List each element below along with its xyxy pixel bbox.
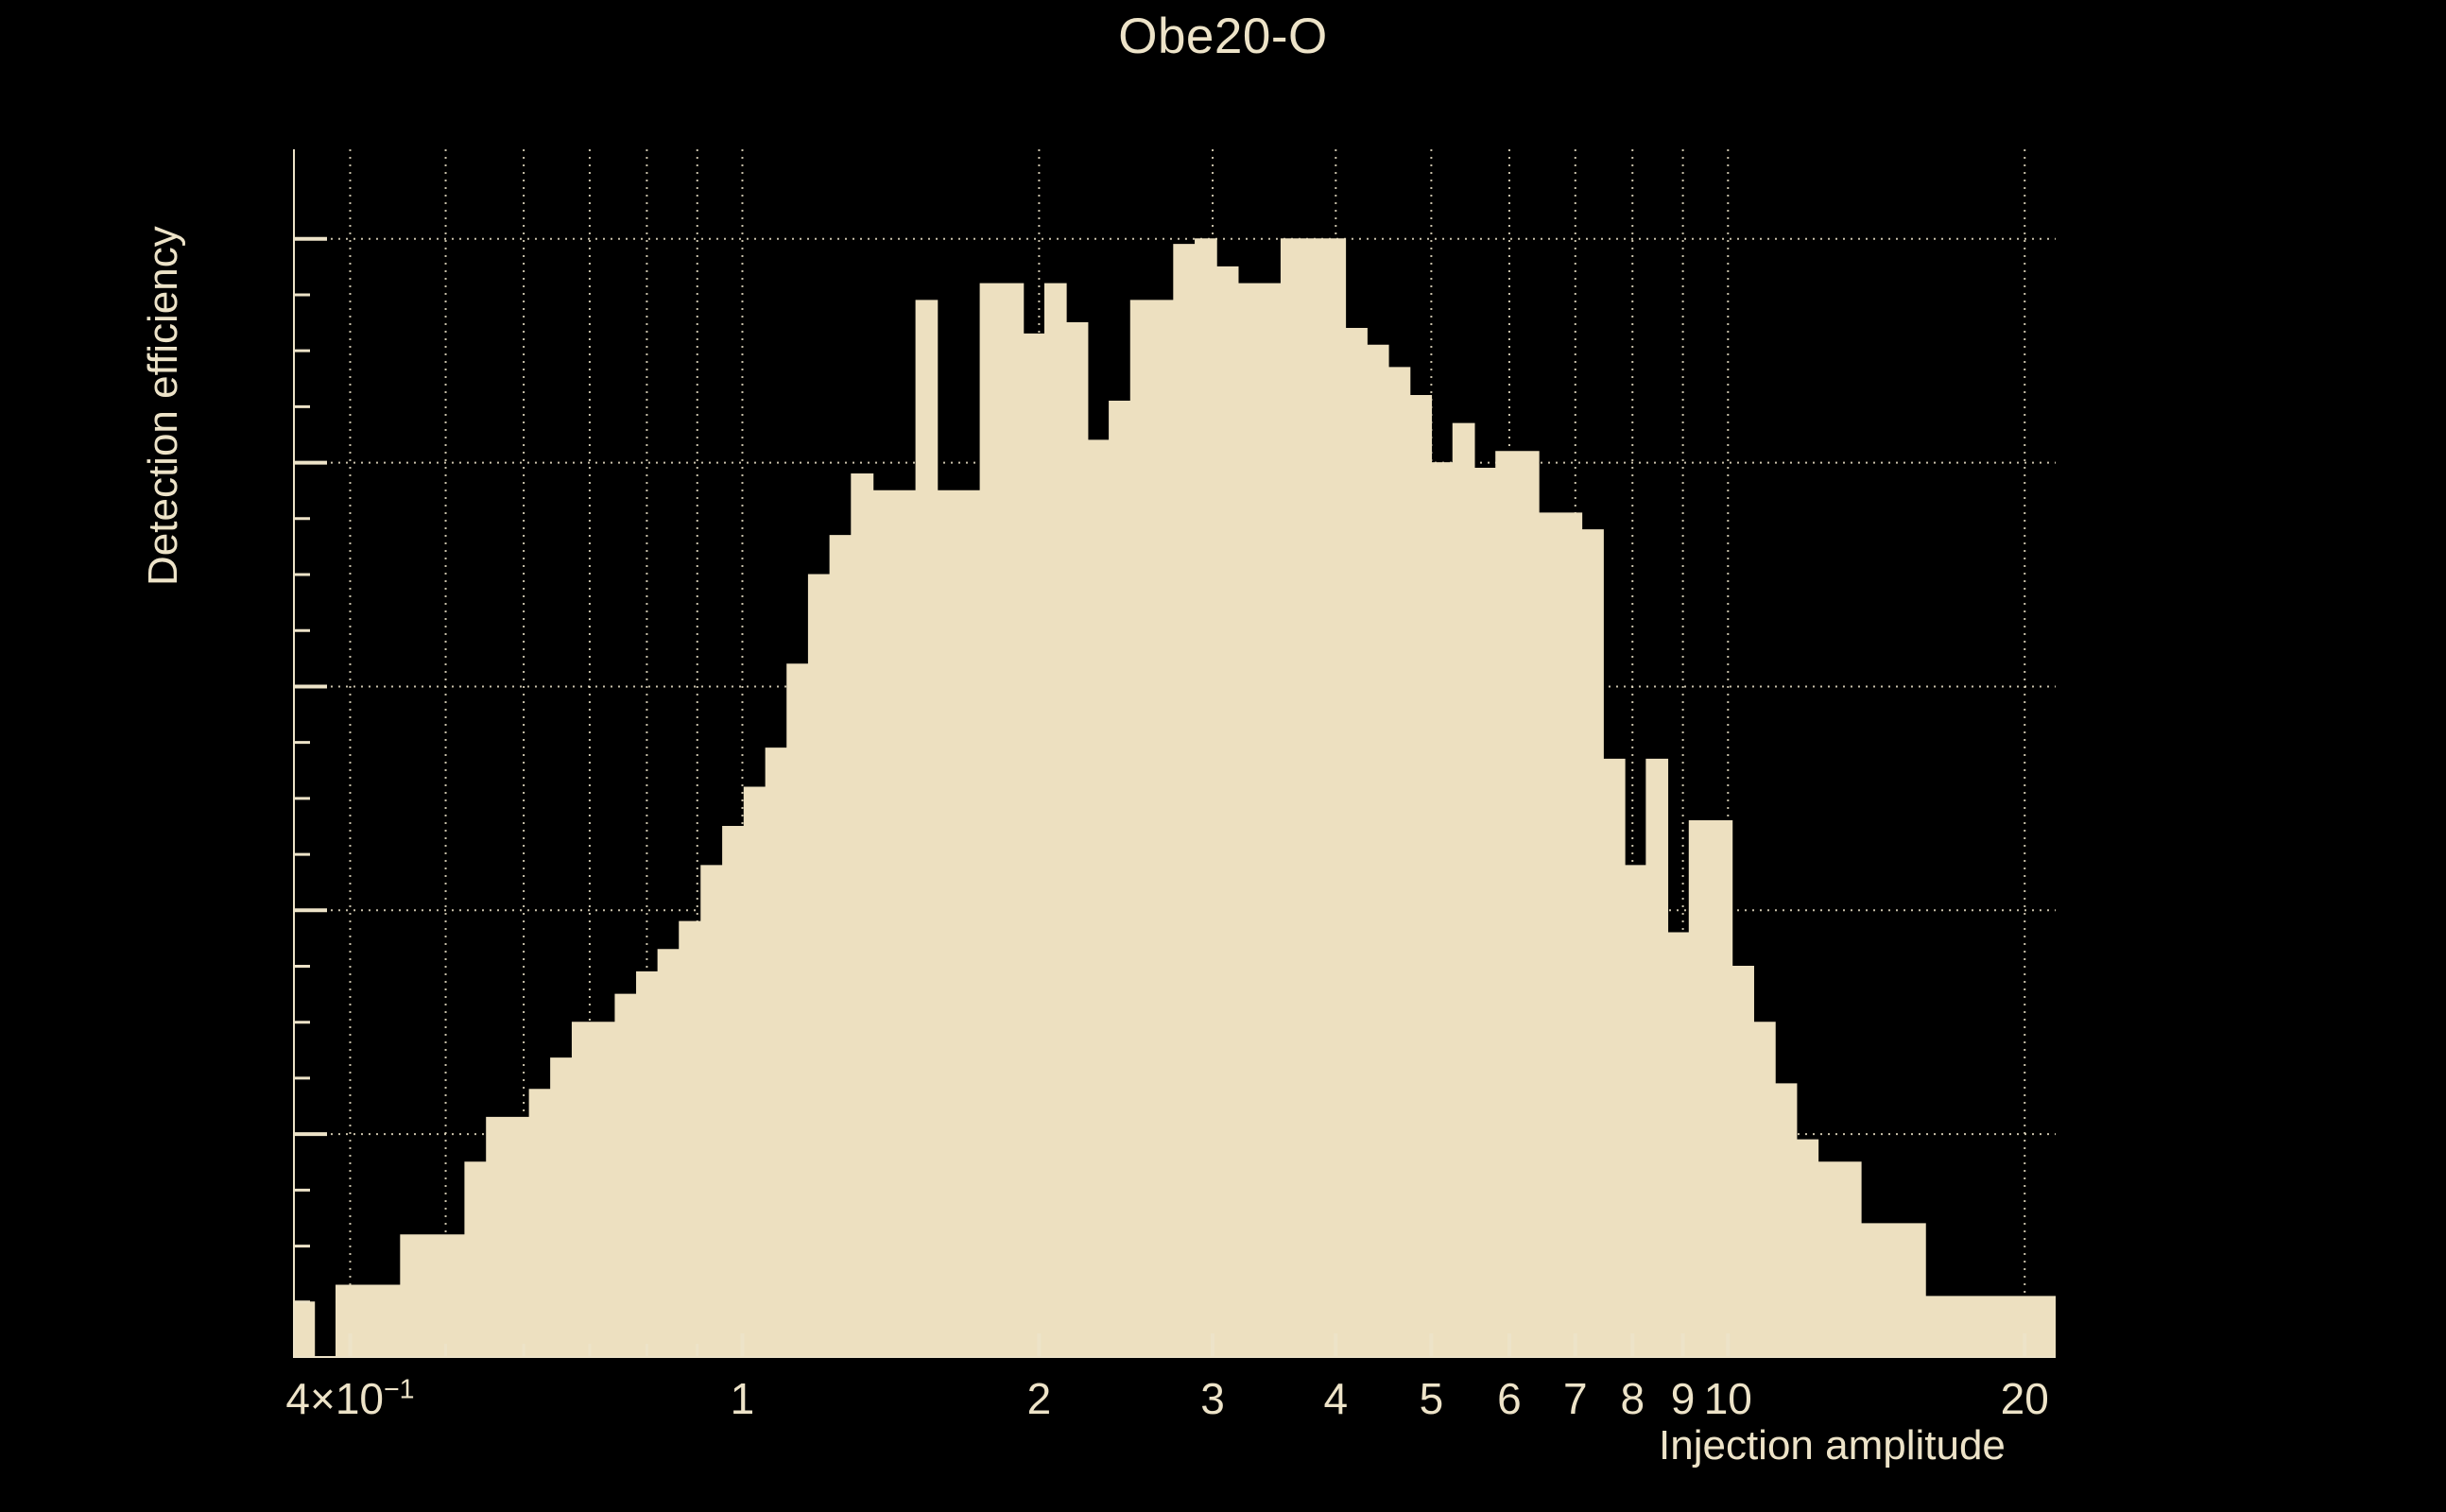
plot-area (293, 149, 2056, 1358)
histogram-svg (293, 149, 2056, 1358)
x-tick-label: 4×10−1 (285, 1373, 414, 1424)
x-tick-mantissa: 4×10 (285, 1374, 385, 1423)
x-tick-label: 4 (1323, 1374, 1349, 1423)
x-tick-label: 2 (1026, 1374, 1052, 1423)
x-tick-label: 1 (730, 1374, 755, 1423)
x-tick-label: 9 (1670, 1374, 1696, 1423)
x-tick-exponent: −1 (384, 1374, 415, 1405)
x-tick-label: 3 (1200, 1374, 1225, 1423)
x-tick-label: 7 (1562, 1374, 1588, 1423)
x-tick-label: 5 (1419, 1374, 1444, 1423)
x-tick-label: 20 (2000, 1374, 2049, 1423)
x-tick-label: 10 (1703, 1374, 1752, 1423)
x-tick-label: 6 (1497, 1374, 1522, 1423)
chart-title: Obe20-O (1118, 9, 1328, 64)
x-tick-label: 8 (1620, 1374, 1645, 1423)
x-axis-label: Injection amplitude (1659, 1422, 2006, 1469)
